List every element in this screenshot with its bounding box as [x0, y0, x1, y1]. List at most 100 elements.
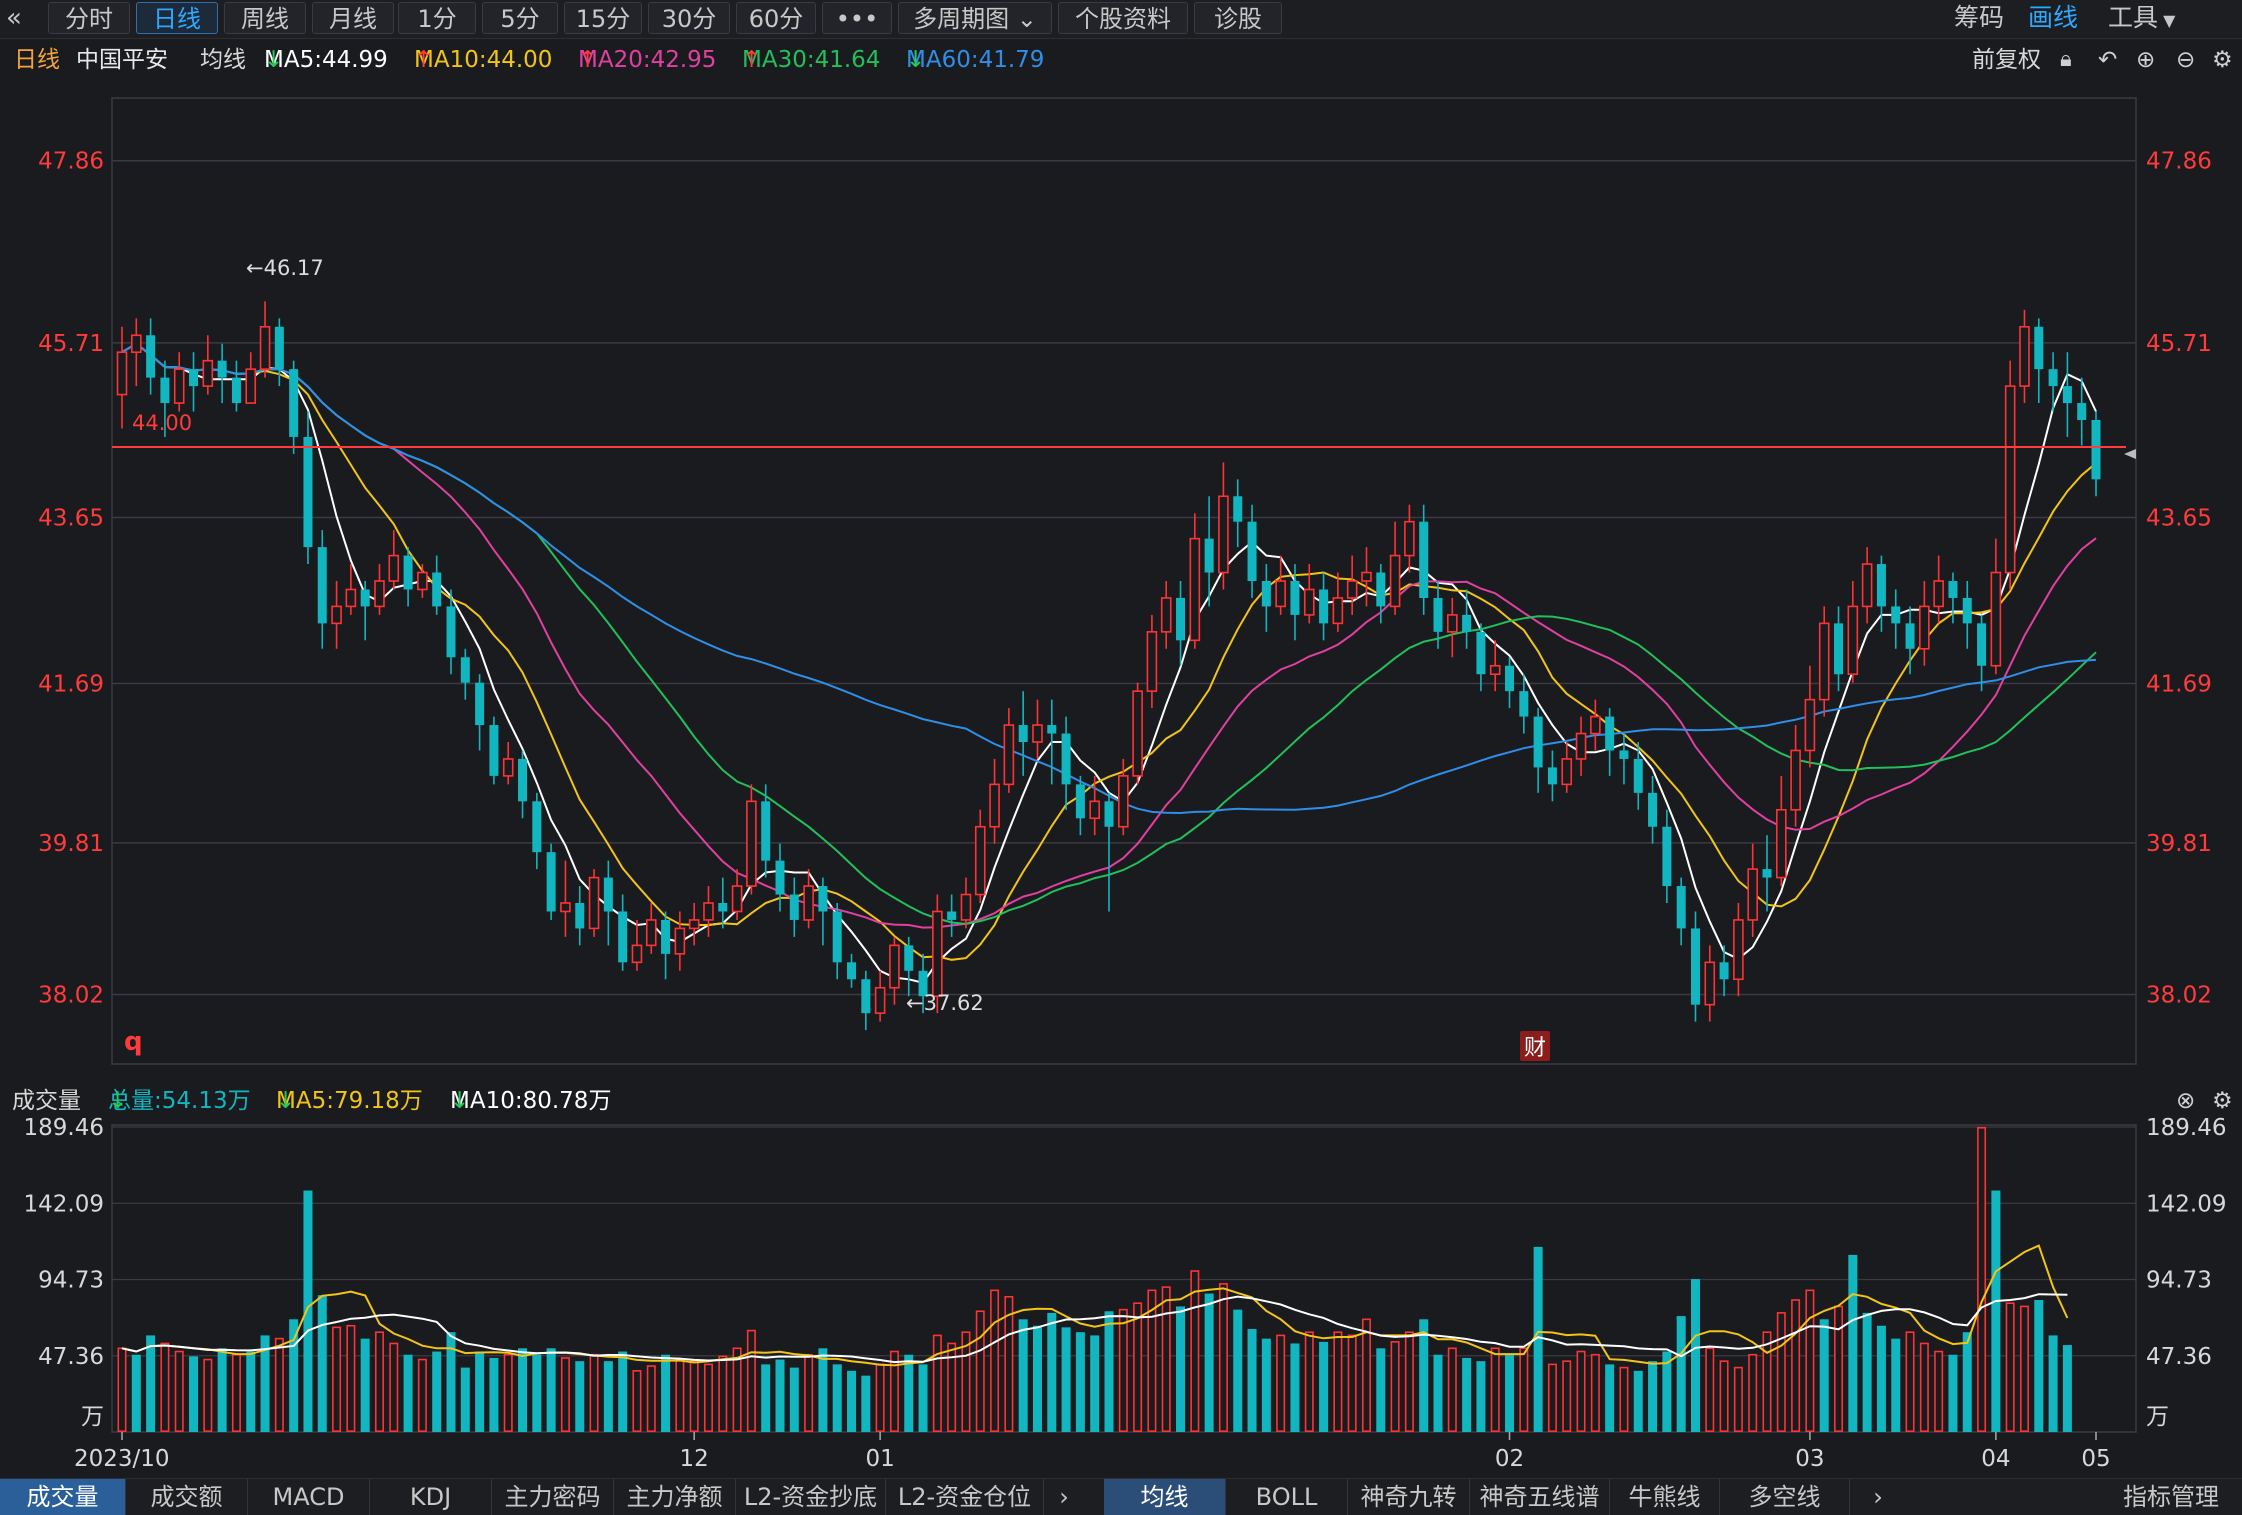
- period-tab-8[interactable]: 60分: [736, 2, 816, 34]
- candle-body: [1876, 564, 1886, 607]
- period-tab-4[interactable]: 1分: [398, 2, 476, 34]
- candle-body: [560, 902, 571, 913]
- period-tab-3[interactable]: 月线: [312, 2, 394, 34]
- candle-body: [460, 657, 470, 683]
- finance-marker[interactable]: [1520, 1031, 1550, 1061]
- reference-price-label: 44.00: [132, 411, 192, 435]
- overlay-tab-1[interactable]: BOLL: [1226, 1479, 1348, 1515]
- candle-body: [388, 554, 400, 582]
- volume-bar: [1748, 1353, 1758, 1433]
- period-tab-1[interactable]: 日线: [136, 2, 218, 34]
- settings-gear-icon[interactable]: ⚙: [2212, 47, 2233, 73]
- settings-gear-icon[interactable]: ⚙: [2212, 1088, 2233, 1114]
- ma-label[interactable]: 均线: [200, 47, 246, 73]
- period-tab-5[interactable]: 5分: [482, 2, 558, 34]
- candle-body: [847, 962, 857, 980]
- period-tab-0[interactable]: 分时: [48, 2, 130, 34]
- zoom-out-icon[interactable]: ⊖: [2176, 47, 2196, 73]
- candle-body: [1003, 724, 1015, 786]
- overlay-tab-4[interactable]: 牛熊线: [1610, 1479, 1720, 1515]
- volume-bar: [918, 1364, 928, 1432]
- chevron-right-icon[interactable]: ›: [1059, 1483, 1069, 1511]
- volume-bar: [460, 1367, 470, 1432]
- volume-tick-right: 189.46: [2146, 1115, 2226, 1141]
- candle-body: [1361, 571, 1372, 582]
- volume-tick-right: 142.09: [2146, 1191, 2226, 1217]
- candle-body: [2062, 386, 2072, 404]
- tools-button[interactable]: 工具 ▼: [2108, 2, 2175, 34]
- candle-body: [904, 945, 914, 971]
- chips-button[interactable]: 筹码: [1954, 3, 2005, 32]
- indicator-tab-4[interactable]: 主力密码: [492, 1479, 614, 1515]
- volume-bar: [1662, 1351, 1672, 1432]
- candle-body: [1561, 758, 1573, 786]
- adjust-button[interactable]: 前复权: [1972, 47, 2041, 73]
- double-chevron-left-icon[interactable]: «: [6, 3, 22, 33]
- price-tick-left: 43.65: [38, 505, 104, 531]
- multi-period-label: 多周期图: [913, 5, 1010, 33]
- indicator-tab-1[interactable]: 成交额: [126, 1479, 248, 1515]
- volume-bar: [346, 1324, 356, 1432]
- stock-name[interactable]: 中国平安: [76, 47, 168, 73]
- arrow-down-icon: ↓: [450, 1088, 470, 1114]
- volume-bar: [1061, 1327, 1071, 1432]
- overlay-tab-2[interactable]: 神奇九转: [1348, 1479, 1470, 1515]
- draw-button[interactable]: 画线: [2028, 3, 2079, 32]
- undo-icon[interactable]: ↶: [2098, 47, 2118, 73]
- indicator-manage-button[interactable]: 指标管理: [2123, 1483, 2219, 1511]
- indicator-tab-0[interactable]: 成交量: [0, 1479, 126, 1515]
- candle-body: [688, 919, 700, 930]
- period-tab-2[interactable]: 周线: [224, 2, 306, 34]
- candlestick-chart[interactable]: 47.86 47.86 45.71 45.71 43.65 43.65 41.69 41.69…: [0, 0, 2242, 1478]
- volume-bar: [174, 1350, 184, 1432]
- candle-body: [217, 360, 227, 378]
- candle-body: [661, 919, 671, 954]
- volume-bar: [1376, 1348, 1386, 1432]
- overlay-tab-0[interactable]: 均线: [1104, 1479, 1226, 1515]
- lock-icon[interactable]: 🔒︎: [2060, 47, 2072, 72]
- diagnose-button[interactable]: 诊股: [1194, 2, 1282, 34]
- volume-bar: [1791, 1299, 1801, 1433]
- candle-body: [274, 326, 284, 370]
- volume-bar: [646, 1365, 656, 1432]
- overlay-tab-5[interactable]: 多空线: [1720, 1479, 1850, 1515]
- indicator-tab-7[interactable]: L2-资金仓位: [886, 1479, 1044, 1515]
- price-tick-left: 41.69: [38, 672, 104, 698]
- volume-bar: [575, 1361, 585, 1432]
- period-tab-7[interactable]: 30分: [648, 2, 730, 34]
- zoom-in-icon[interactable]: ⊕: [2136, 47, 2156, 73]
- candle-body: [731, 885, 743, 913]
- arrow-up-icon: ↑: [578, 47, 598, 73]
- chevron-right-icon[interactable]: ›: [1873, 1483, 1883, 1511]
- candle-body: [245, 368, 257, 404]
- candle-body: [932, 910, 943, 998]
- current-price-marker-icon: [2124, 449, 2136, 459]
- period-tab-6[interactable]: 15分: [564, 2, 642, 34]
- overlay-tab-3[interactable]: 神奇五线谱: [1470, 1479, 1610, 1515]
- multi-period-dropdown[interactable]: 多周期图 ⌄: [898, 2, 1052, 34]
- stock-info-button[interactable]: 个股资料: [1058, 2, 1188, 34]
- volume-ma10-text: MA10:80.78万: [450, 1088, 612, 1114]
- candle-body: [1104, 801, 1114, 827]
- volume-bar: [403, 1354, 413, 1432]
- volume-bar: [990, 1289, 1000, 1433]
- indicator-tab-5[interactable]: 主力净额: [614, 1479, 736, 1515]
- candle-body: [2048, 369, 2058, 387]
- indicator-tab-2[interactable]: MACD: [248, 1479, 370, 1515]
- indicator-tab-6[interactable]: L2-资金抄底: [736, 1479, 886, 1515]
- price-tick-right: 39.81: [2146, 831, 2212, 857]
- candle-body: [588, 876, 600, 930]
- candle-body: [160, 377, 170, 404]
- q-mark[interactable]: q: [124, 1027, 143, 1057]
- finance-mark-label: 财: [1524, 1036, 1546, 1061]
- candle-body: [746, 800, 757, 887]
- period-tab-9[interactable]: •••: [822, 2, 892, 34]
- close-panel-icon[interactable]: ⊗: [2176, 1088, 2196, 1114]
- volume-bar: [947, 1342, 957, 1432]
- volume-bar: [1991, 1190, 2001, 1432]
- candle-body: [259, 325, 271, 370]
- indicator-tab-3[interactable]: KDJ: [370, 1479, 492, 1515]
- x-tick-label: 12: [680, 1446, 709, 1472]
- candle-body: [1303, 588, 1315, 616]
- volume-title[interactable]: 成交量: [12, 1088, 81, 1114]
